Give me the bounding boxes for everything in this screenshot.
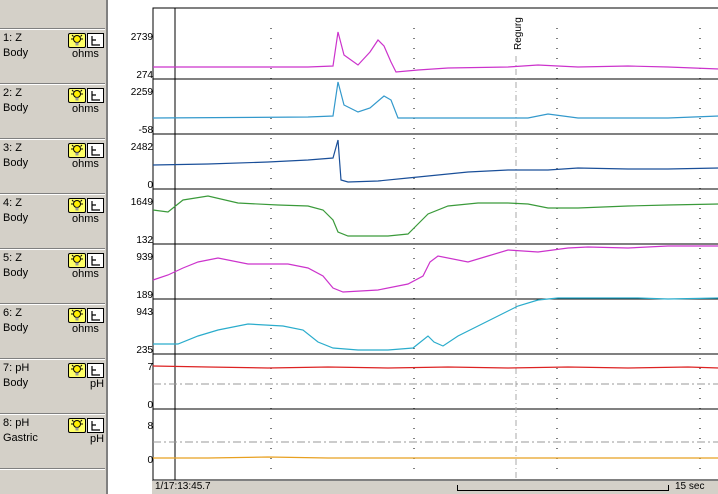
- channel-unit: ohms: [72, 158, 99, 170]
- channel-4-scale-min: 132: [136, 235, 153, 246]
- lightbulb-icon[interactable]: [68, 418, 86, 433]
- lightbulb-icon[interactable]: [68, 198, 86, 213]
- channel-2-scale-min: -58: [138, 125, 153, 136]
- channel-2-label: 2: Z Body ohms: [0, 83, 107, 138]
- channel-1-trace: [153, 31, 718, 73]
- scale-tool-icon[interactable]: [87, 33, 104, 48]
- channel-name: 1: Z: [3, 32, 22, 44]
- tracing-area[interactable]: Regurg 2739 274 2259 -58 2482 0 1649 132…: [107, 0, 718, 494]
- lightbulb-icon[interactable]: [68, 363, 86, 378]
- channel-name: 5: Z: [3, 252, 22, 264]
- channel-6-scale-min: 235: [136, 345, 153, 356]
- channel-8-trace: [153, 456, 718, 459]
- channel-unit: ohms: [72, 103, 99, 115]
- time-strip: 1/17:13:45.7 15 sec: [152, 480, 718, 494]
- channel-7-label: 7: pH Body pH: [0, 358, 107, 413]
- channel-3-scale-max: 2482: [130, 142, 153, 153]
- channel-name: 2: Z: [3, 87, 22, 99]
- channel-name: 3: Z: [3, 142, 22, 154]
- scale-tool-icon[interactable]: [87, 253, 104, 268]
- channel-5-trace: [152, 245, 718, 293]
- channel-7-trace: [152, 365, 718, 369]
- channel-2-scale-max: 2259: [130, 87, 153, 98]
- channel-unit: ohms: [72, 323, 99, 335]
- channel-name: 4: Z: [3, 197, 22, 209]
- channel-4-label: 4: Z Body ohms: [0, 193, 107, 248]
- channel-7-scale-min: 0: [147, 400, 153, 411]
- time-scale-bar: [457, 485, 669, 491]
- channel-5-label: 5: Z Body ohms: [0, 248, 107, 303]
- channel-6-trace: [153, 297, 718, 351]
- channel-5-scale-max: 939: [136, 252, 153, 263]
- scale-tool-icon[interactable]: [87, 198, 104, 213]
- channel-site: Body: [3, 47, 29, 59]
- channel-8-scale-max: 8: [147, 421, 153, 432]
- channel-name: 7: pH: [3, 362, 30, 374]
- channel-6-scale-max: 943: [136, 307, 153, 318]
- channel-3-label: 3: Z Body ohms: [0, 138, 107, 193]
- lightbulb-icon[interactable]: [68, 308, 86, 323]
- tracing-canvas[interactable]: Regurg: [108, 0, 718, 494]
- channel-3-trace: [152, 139, 718, 183]
- channel-8-label: 8: pH Gastric pH: [0, 413, 107, 470]
- channel-site: Body: [3, 377, 29, 389]
- channel-site: Body: [3, 322, 29, 334]
- channel-site: Body: [3, 157, 29, 169]
- channel-4-scale-max: 1649: [130, 197, 153, 208]
- channel-1-label: 1: Z Body ohms: [0, 28, 107, 83]
- channel-8-scale-min: 0: [147, 455, 153, 466]
- channel-site: Body: [3, 102, 29, 114]
- scale-tool-icon[interactable]: [87, 308, 104, 323]
- channel-2-trace: [152, 81, 718, 119]
- scale-tool-icon[interactable]: [87, 143, 104, 158]
- channel-site: Body: [3, 212, 29, 224]
- lightbulb-icon[interactable]: [68, 143, 86, 158]
- channel-1-scale-max: 2739: [130, 32, 153, 43]
- time-scale-label: 15 sec: [675, 481, 705, 492]
- channel-name: 8: pH: [3, 417, 30, 429]
- channel-unit: ohms: [72, 48, 99, 60]
- channel-6-label: 6: Z Body ohms: [0, 303, 107, 358]
- channel-site: Body: [3, 267, 29, 279]
- scale-tool-icon[interactable]: [87, 418, 104, 433]
- cursor-timestamp: 1/17:13:45.7: [155, 481, 211, 492]
- channel-unit: pH: [90, 378, 105, 390]
- channel-label-panel: 1: Z Body ohms 2: Z Body ohms 3: Z Body …: [0, 0, 107, 494]
- channel-3-scale-min: 0: [147, 180, 153, 191]
- channel-site: Gastric: [3, 432, 38, 444]
- channel-1-scale-min: 274: [136, 70, 153, 81]
- scale-tool-icon[interactable]: [87, 363, 104, 378]
- channel-7-scale-max: 7: [147, 362, 153, 373]
- event-marker-label: Regurg: [513, 17, 524, 50]
- channel-5-scale-min: 189: [136, 290, 153, 301]
- scale-tool-icon[interactable]: [87, 88, 104, 103]
- channel-unit: ohms: [72, 213, 99, 225]
- lightbulb-icon[interactable]: [68, 88, 86, 103]
- channel-unit: ohms: [72, 268, 99, 280]
- channel-unit: pH: [90, 433, 105, 445]
- channel-name: 6: Z: [3, 307, 22, 319]
- lightbulb-icon[interactable]: [68, 33, 86, 48]
- lightbulb-icon[interactable]: [68, 253, 86, 268]
- channel-4-trace: [152, 195, 718, 237]
